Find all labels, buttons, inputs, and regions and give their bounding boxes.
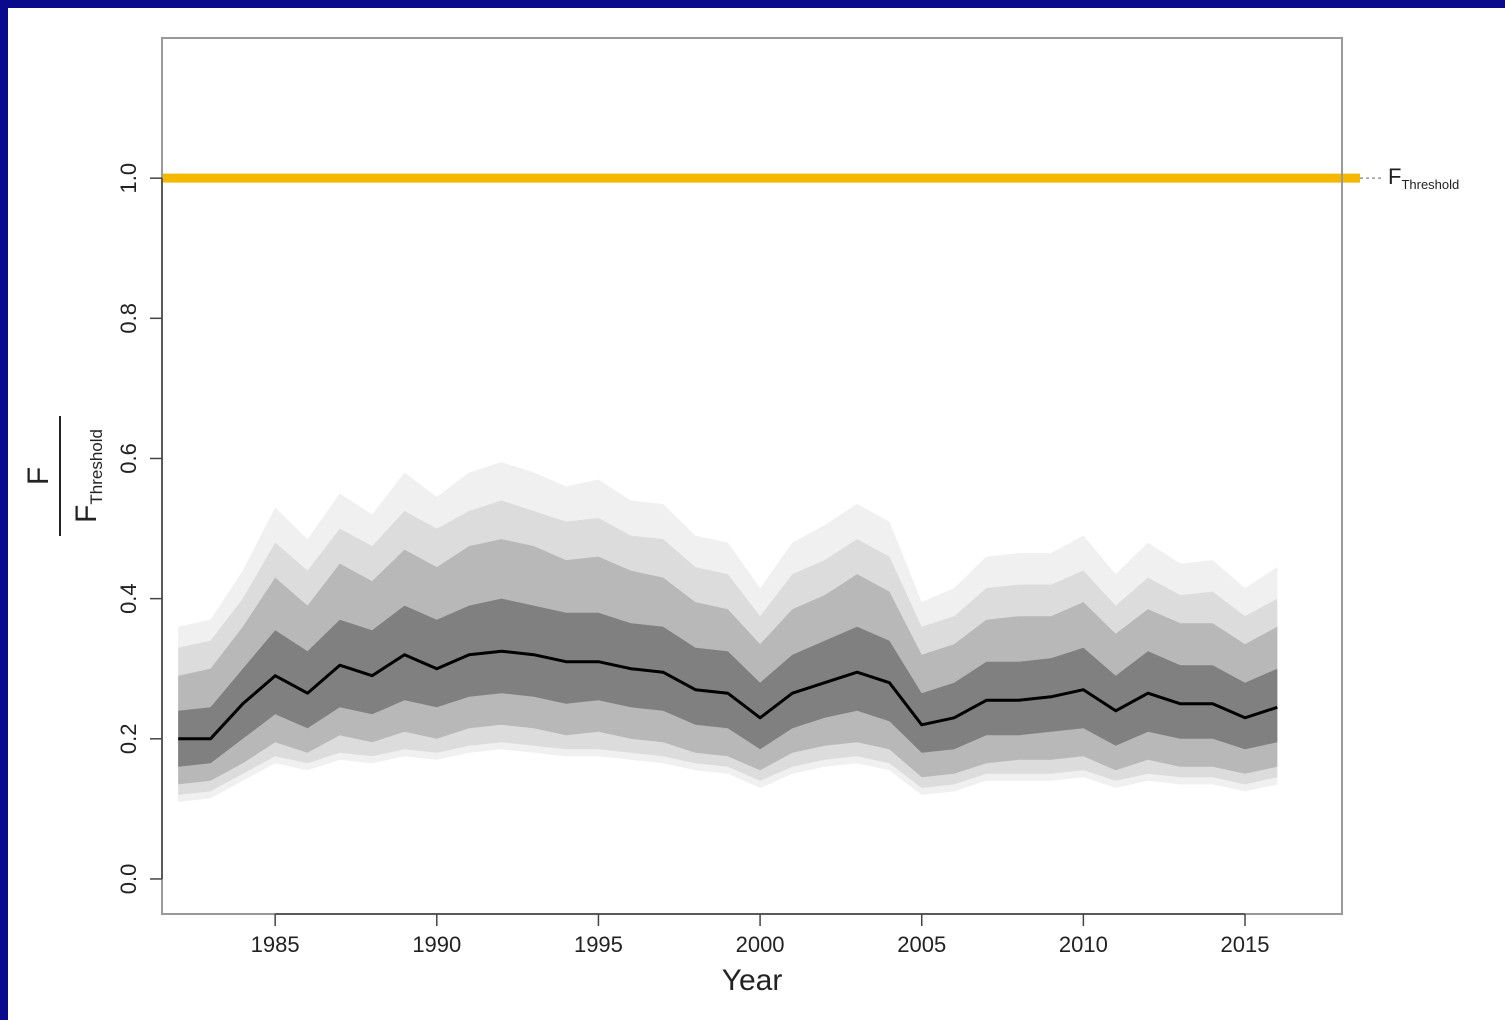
fishing-mortality-chart: 1985 1990 1995 2000 2005 2010 2015 0.00.20.40.… bbox=[22, 37, 1459, 997]
y-axis-title-denominator-main: F bbox=[70, 505, 103, 523]
y-tick-label-3: 0.6 bbox=[116, 443, 141, 474]
y-tick-label-4: 0.8 bbox=[116, 303, 141, 334]
x-tick-label-2005: 2005 bbox=[897, 932, 946, 957]
series-line-median bbox=[178, 649, 1278, 741]
band-inner bbox=[178, 598, 1278, 767]
x-tick-label-1985: 1985 bbox=[251, 932, 300, 957]
median-series bbox=[178, 649, 1278, 741]
threshold-label-sub: Threshold bbox=[1401, 177, 1459, 192]
y-axis: 0.0 0.2 0.4 0.6 0.8 1.0 bbox=[116, 163, 163, 895]
x-tick-label-2000: 2000 bbox=[736, 932, 785, 957]
x-tick-label-1995: 1995 bbox=[574, 932, 623, 957]
uncertainty-bands bbox=[178, 462, 1278, 802]
threshold-label-main: F bbox=[1388, 164, 1401, 189]
figure-frame: 1985 1990 1995 2000 2005 2010 2015 0.0 0.2 0.4 0.… bbox=[8, 8, 1505, 1020]
y-axis-title-denominator: FThreshold bbox=[70, 429, 106, 523]
y-tick-label-2: 0.4 bbox=[116, 583, 141, 614]
x-tick-label-1990: 1990 bbox=[412, 932, 461, 957]
x-axis-title: Year bbox=[722, 964, 783, 997]
threshold-label: FThreshold bbox=[1388, 164, 1459, 192]
y-axis-title-denominator-sub: Threshold bbox=[87, 429, 106, 505]
y-axis-title-numerator: F bbox=[22, 467, 55, 485]
y-tick-label-5: 1.0 bbox=[116, 163, 141, 194]
x-tick-label-2015: 2015 bbox=[1221, 932, 1270, 957]
y-axis-title: F FThreshold bbox=[22, 416, 106, 536]
x-axis: 1985 1990 1995 2000 2005 2010 2015 bbox=[251, 913, 1270, 957]
y-tick-label-1: 0.2 bbox=[116, 724, 141, 755]
y-tick-label-0: 0.0 bbox=[116, 864, 141, 895]
x-tick-label-2010: 2010 bbox=[1059, 932, 1108, 957]
